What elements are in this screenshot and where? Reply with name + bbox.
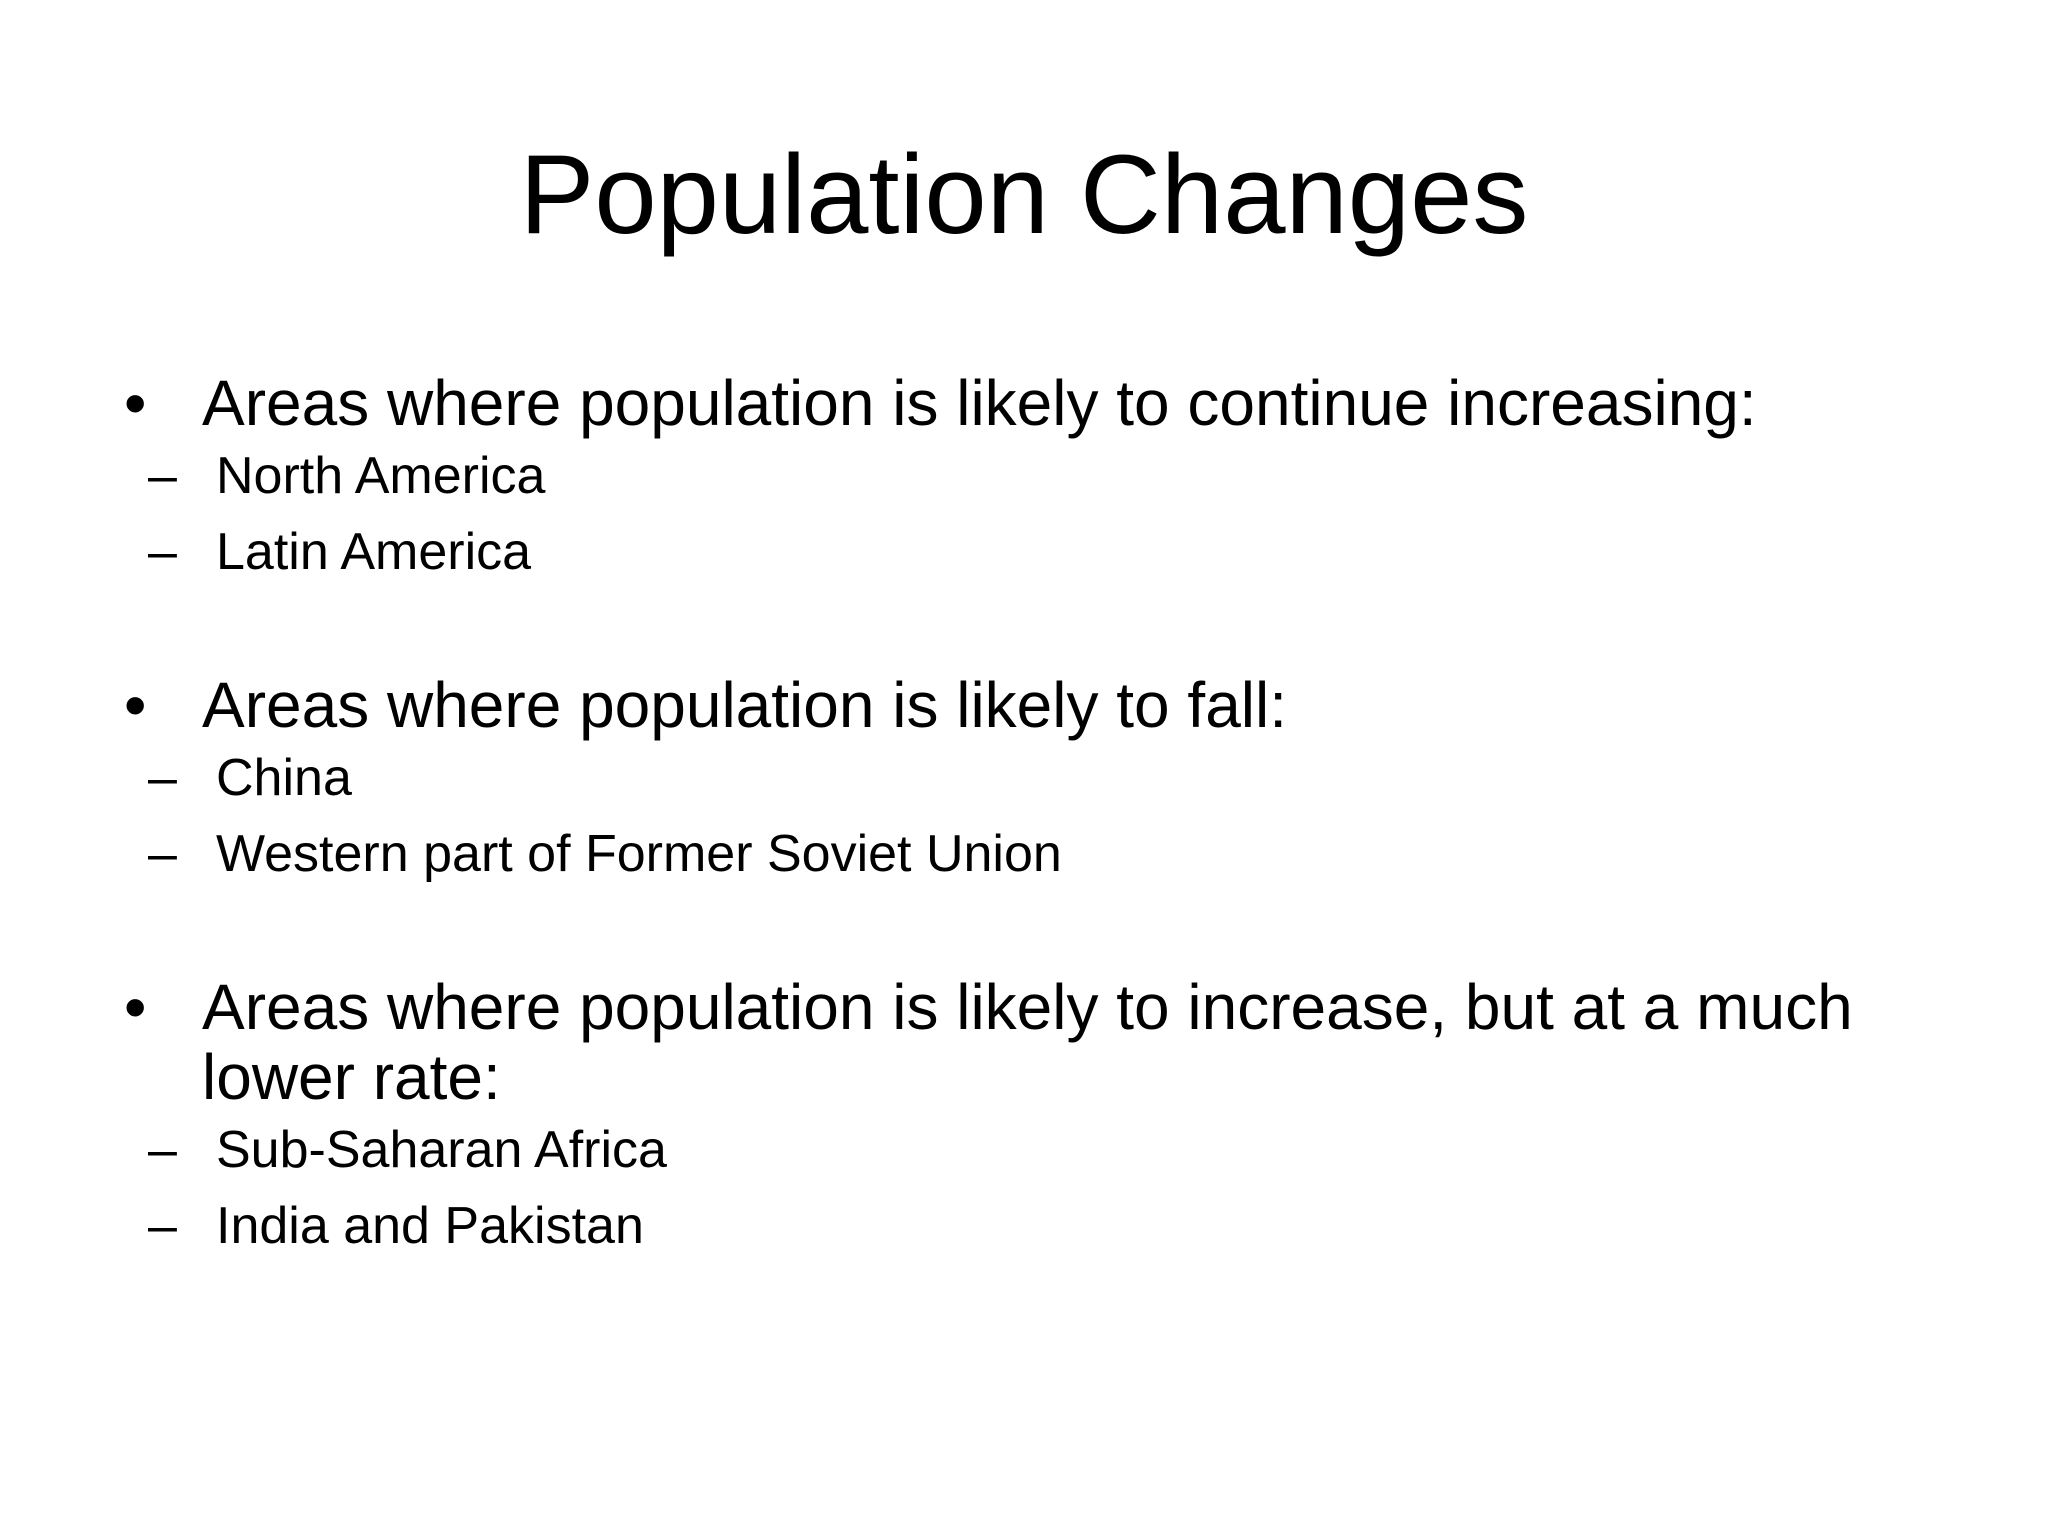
sub-list: – North America – Latin America [124, 438, 1944, 590]
sub-list: – China – Western part of Former Soviet … [124, 740, 1944, 892]
slide-content: • Areas where population is likely to co… [124, 360, 1944, 1344]
sub-dash-icon: – [148, 523, 177, 581]
sub-item-text: India and Pakistan [216, 1197, 644, 1255]
bullet-dot-icon: • [124, 669, 147, 741]
bullet-text: Areas where population is likely to cont… [202, 367, 1757, 439]
sub-dash-icon: – [148, 1121, 177, 1179]
bullet-dot-icon: • [124, 971, 147, 1043]
sub-item: – Latin America [46, 514, 1944, 590]
sub-item-text: Western part of Former Soviet Union [216, 825, 1062, 883]
bullet-dot-icon: • [124, 367, 147, 439]
bullet-text: Areas where population is likely to incr… [202, 971, 1853, 1113]
slide-title: Population Changes [519, 132, 1529, 257]
sub-item-text: North America [216, 447, 546, 505]
sub-item-text: China [216, 749, 352, 807]
sub-dash-icon: – [148, 1197, 177, 1255]
bullet-item: • Areas where population is likely to in… [124, 972, 1944, 1112]
sub-item: – India and Pakistan [46, 1188, 1944, 1264]
bullet-group-increasing: • Areas where population is likely to co… [124, 368, 1944, 590]
sub-dash-icon: – [148, 825, 177, 883]
bullet-group-lower-rate: • Areas where population is likely to in… [124, 972, 1944, 1264]
bullet-item: • Areas where population is likely to co… [124, 368, 1944, 438]
sub-item-text: Sub-Saharan Africa [216, 1121, 667, 1179]
sub-list: – Sub-Saharan Africa – India and Pakista… [124, 1112, 1944, 1264]
bullet-item: • Areas where population is likely to fa… [124, 670, 1944, 740]
sub-item: – Western part of Former Soviet Union [46, 816, 1944, 892]
bullet-text: Areas where population is likely to fall… [202, 669, 1287, 741]
sub-item: – North America [46, 438, 1944, 514]
sub-item: – Sub-Saharan Africa [46, 1112, 1944, 1188]
sub-dash-icon: – [148, 749, 177, 807]
sub-dash-icon: – [148, 447, 177, 505]
sub-item: – China [46, 740, 1944, 816]
bullet-group-fall: • Areas where population is likely to fa… [124, 670, 1944, 892]
sub-item-text: Latin America [216, 523, 532, 581]
